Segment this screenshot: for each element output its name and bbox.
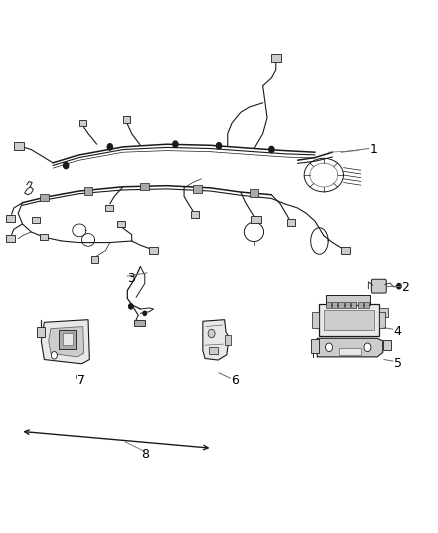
Bar: [59, 330, 76, 349]
Bar: [332, 302, 337, 308]
Bar: [324, 310, 374, 330]
Bar: [6, 236, 14, 243]
Bar: [341, 247, 350, 254]
Text: 8: 8: [141, 448, 149, 461]
Bar: [251, 216, 261, 223]
Circle shape: [325, 343, 332, 352]
Circle shape: [208, 329, 215, 338]
Circle shape: [143, 311, 147, 316]
Bar: [225, 335, 231, 345]
Bar: [345, 302, 350, 308]
Text: 6: 6: [231, 374, 239, 387]
Bar: [37, 327, 45, 337]
Text: 3: 3: [127, 272, 135, 285]
Bar: [357, 302, 363, 308]
Bar: [250, 189, 258, 197]
Bar: [312, 312, 318, 328]
Bar: [338, 302, 343, 308]
Bar: [105, 205, 113, 212]
Circle shape: [269, 147, 274, 153]
Bar: [141, 183, 149, 190]
Bar: [339, 349, 361, 355]
Bar: [383, 340, 391, 351]
Polygon shape: [49, 327, 84, 357]
Bar: [287, 219, 295, 226]
FancyBboxPatch shape: [371, 279, 386, 293]
Bar: [191, 211, 199, 218]
Bar: [117, 221, 125, 228]
Bar: [134, 320, 145, 326]
Bar: [14, 142, 24, 150]
Bar: [209, 348, 218, 354]
Bar: [6, 215, 14, 222]
Circle shape: [129, 304, 133, 309]
Bar: [326, 295, 370, 305]
Bar: [32, 216, 39, 223]
FancyBboxPatch shape: [318, 304, 379, 336]
Bar: [311, 340, 318, 353]
Polygon shape: [203, 320, 229, 360]
Polygon shape: [317, 338, 383, 357]
Circle shape: [397, 284, 401, 289]
Text: 1: 1: [370, 143, 378, 156]
Polygon shape: [41, 320, 89, 364]
Bar: [84, 187, 92, 195]
Text: 4: 4: [394, 325, 402, 338]
Circle shape: [364, 343, 371, 352]
Bar: [193, 185, 201, 192]
Circle shape: [107, 144, 113, 150]
Bar: [271, 54, 281, 62]
Text: 5: 5: [394, 357, 402, 370]
Text: 2: 2: [402, 281, 410, 294]
Bar: [351, 302, 357, 308]
Bar: [379, 312, 385, 328]
Bar: [63, 333, 73, 345]
Bar: [364, 302, 369, 308]
Bar: [379, 309, 389, 317]
Bar: [79, 120, 86, 126]
Bar: [123, 116, 131, 123]
Circle shape: [51, 352, 57, 359]
Text: 7: 7: [77, 374, 85, 387]
Circle shape: [216, 143, 222, 149]
Bar: [40, 193, 49, 201]
Bar: [40, 234, 48, 240]
Circle shape: [173, 141, 178, 148]
Circle shape: [64, 163, 69, 168]
Bar: [325, 302, 331, 308]
Bar: [91, 256, 99, 263]
Bar: [149, 247, 158, 254]
